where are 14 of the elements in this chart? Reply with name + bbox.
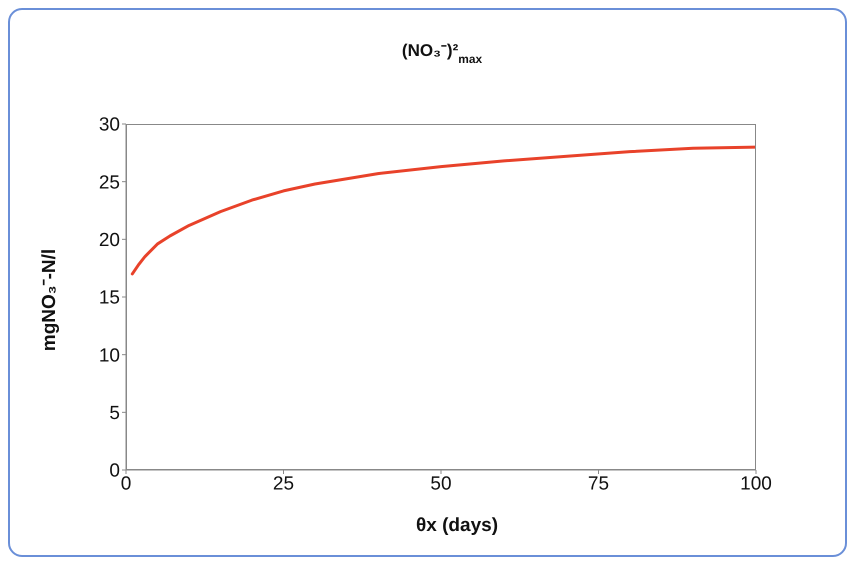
y-tick-label: 10 [98, 345, 120, 366]
x-tick-label: 25 [272, 473, 294, 494]
x-axis-title: θx (days) [414, 515, 500, 537]
x-tick-label: 75 [588, 473, 610, 494]
x-tick-label: 50 [430, 473, 452, 494]
line-series [130, 146, 756, 276]
y-tick-label: 30 [98, 114, 120, 136]
x-tick-label: 100 [740, 473, 772, 494]
y-tick-label: 15 [98, 288, 120, 309]
y-tick-label: 5 [109, 403, 120, 424]
chart-title: (NO₃⁻)²$_{max}$ [402, 41, 482, 66]
y-axis-title: mgNO₃⁻-N/l [39, 248, 60, 352]
y-tick-label: 20 [98, 230, 120, 252]
y-tick-label: 25 [98, 172, 120, 194]
